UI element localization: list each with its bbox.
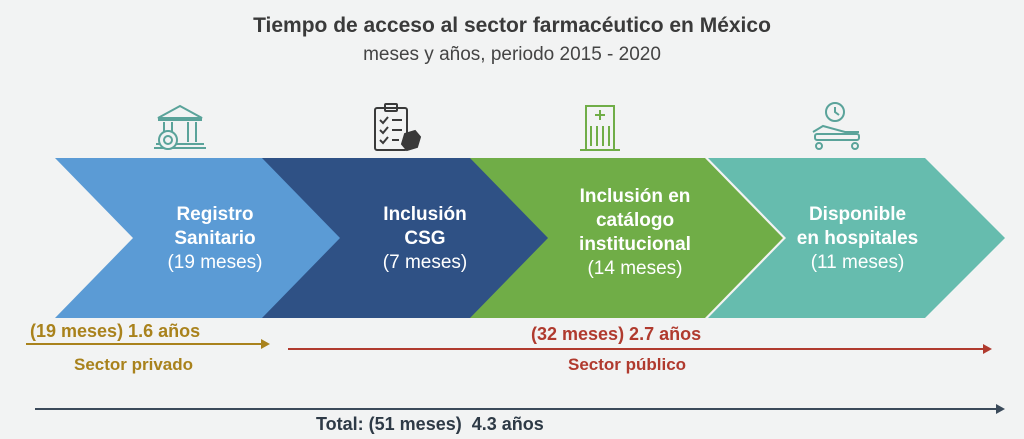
stage-chevron-catalogo [470,158,783,318]
stage-name-line: Registro [176,204,254,225]
hospital-bed-clock-icon [805,98,865,158]
stage-chevron-registro [55,158,368,318]
stage-name-line: CSG [404,228,446,249]
clipboard-checklist-icon [365,98,425,158]
stage-registro: Registro Sanitario (19 meses) [130,203,300,275]
hospital-building-icon [572,98,632,158]
stage-duration: (11 meses) [810,252,905,273]
stage-name-line: institucional [579,234,691,255]
stage-csg: Inclusión CSG (7 meses) [340,203,510,275]
stage-duration: (14 meses) [587,258,683,279]
stage-name-line: Sanitario [174,228,256,249]
stage-name-line: Disponible [808,204,907,225]
total-label: Total: (51 meses) 4.3 años [316,414,544,434]
stage-duration: (7 meses) [382,252,468,273]
page-subtitle: meses y años, periodo 2015 - 2020 [363,44,661,65]
page-title: Tiempo de acceso al sector farmacéutico … [253,14,771,37]
government-building-icon [150,98,210,158]
public-sector-label: Sector público [568,355,687,374]
stage-name-line: catálogo [595,210,675,231]
public-duration-label: (32 meses) 2.7 años [531,324,702,344]
stage-name-line: en hospitales [796,228,919,249]
stage-chevron-hospitales [708,158,1005,318]
private-duration-label: (19 meses) 1.6 años [30,321,201,341]
stage-hospitales: Disponible en hospitales (11 meses) [770,203,945,275]
stage-name-line: Inclusión en [579,186,691,207]
stage-duration: (19 meses) [167,252,263,273]
private-sector-label: Sector privado [74,355,194,374]
stage-catalogo: Inclusión en catálogo institucional (14 … [545,185,725,281]
stage-name-line: Inclusión [383,204,467,225]
